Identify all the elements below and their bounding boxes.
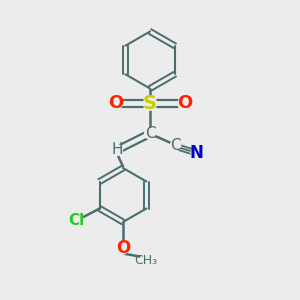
Text: O: O	[116, 239, 130, 257]
Text: C: C	[145, 126, 155, 141]
Text: N: N	[190, 144, 203, 162]
Text: CH₃: CH₃	[134, 254, 157, 268]
Text: S: S	[143, 94, 157, 113]
Circle shape	[191, 148, 202, 158]
Circle shape	[143, 97, 157, 110]
Text: H: H	[111, 142, 123, 158]
Circle shape	[118, 243, 128, 254]
Text: O: O	[177, 94, 192, 112]
Circle shape	[109, 97, 122, 110]
Text: C: C	[170, 138, 181, 153]
Text: O: O	[108, 94, 123, 112]
Circle shape	[178, 97, 191, 110]
Circle shape	[170, 140, 181, 151]
Circle shape	[70, 214, 83, 227]
Circle shape	[112, 145, 122, 155]
Circle shape	[145, 128, 155, 139]
Text: Cl: Cl	[68, 213, 85, 228]
